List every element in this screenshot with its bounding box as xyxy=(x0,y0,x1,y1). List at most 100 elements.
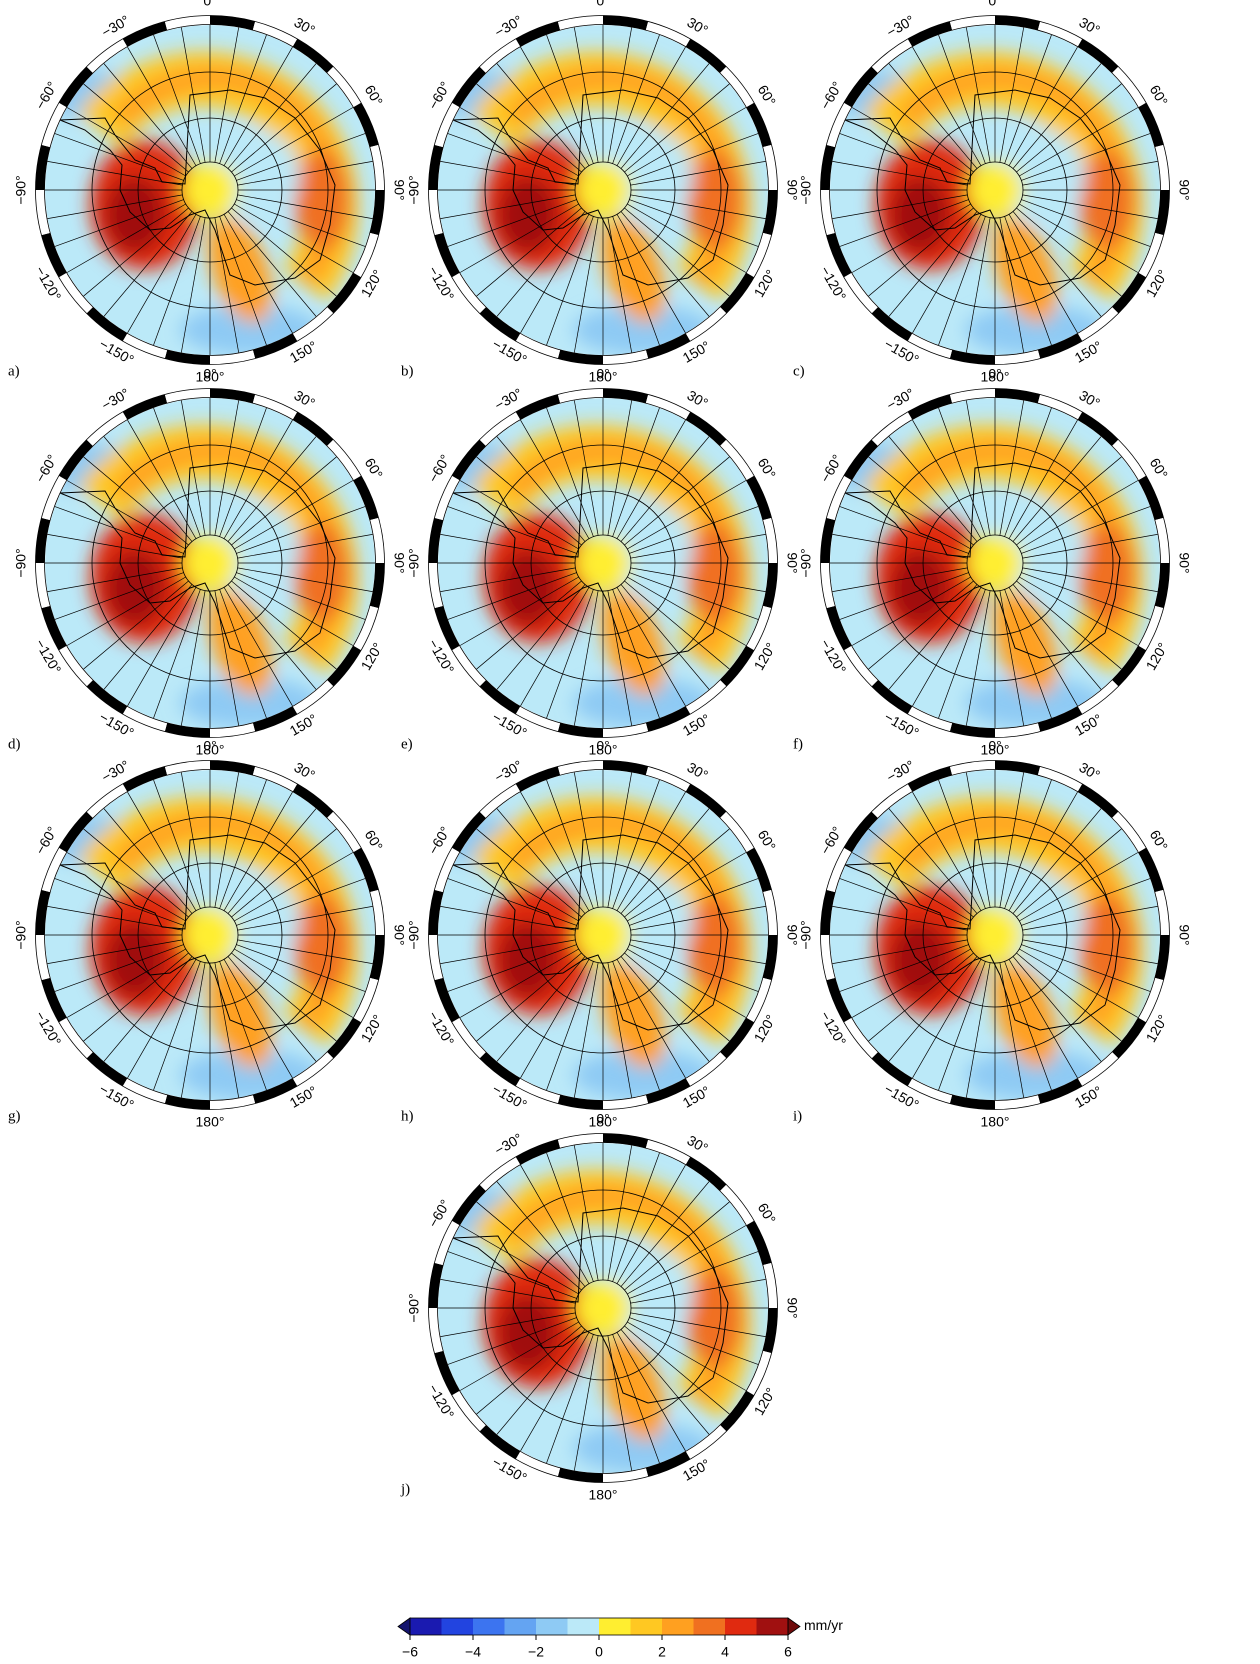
meridian xyxy=(630,534,766,559)
frame-segment xyxy=(820,144,836,191)
frame-segment xyxy=(434,605,460,651)
meridian xyxy=(574,590,599,726)
frame-segment xyxy=(949,349,996,365)
frame-segment xyxy=(1037,1078,1083,1104)
frame-segment xyxy=(820,189,836,236)
meridian xyxy=(624,83,730,173)
uplift-tongue xyxy=(207,962,273,1068)
meridian xyxy=(459,1321,579,1391)
meridian xyxy=(219,34,267,164)
meridian xyxy=(999,27,1024,163)
parallel xyxy=(966,906,1024,964)
frame-segment xyxy=(252,333,298,359)
colorbar-tick-label: −4 xyxy=(465,1644,481,1660)
uplift-west-core xyxy=(890,550,950,626)
meridian xyxy=(912,46,982,166)
frame-segment xyxy=(557,760,604,776)
meridian xyxy=(620,1181,710,1287)
meridian xyxy=(1016,828,1122,918)
frame-segment xyxy=(428,144,444,191)
colorbar-bin xyxy=(536,1618,568,1635)
meridian xyxy=(459,576,579,646)
meridian xyxy=(629,944,759,992)
meridian xyxy=(888,808,978,914)
frame-segment xyxy=(746,1220,772,1266)
parallel xyxy=(484,71,722,309)
frame-segment xyxy=(949,15,996,31)
meridian xyxy=(839,199,969,247)
frame-segment xyxy=(292,38,334,74)
lon-label: 90° xyxy=(1176,924,1192,945)
meridian xyxy=(612,779,660,909)
meridian xyxy=(627,852,747,922)
frame-segment xyxy=(292,1051,334,1087)
meridian xyxy=(127,214,197,334)
frame-segment xyxy=(434,1350,460,1396)
frame-segment xyxy=(86,679,128,715)
meridian xyxy=(1022,534,1158,559)
uplift-west-core xyxy=(498,177,558,253)
meridian xyxy=(1008,214,1078,334)
uplift-right xyxy=(294,523,350,623)
frame xyxy=(428,1133,778,1483)
frame-segment xyxy=(41,847,67,893)
meridian xyxy=(1004,407,1052,537)
frame-segment xyxy=(826,605,852,651)
colorbar-bin xyxy=(567,1618,600,1635)
frame-segment xyxy=(515,1078,561,1104)
meridian xyxy=(607,772,632,908)
frame-segment xyxy=(369,144,385,191)
meridian xyxy=(231,207,337,297)
frame-segment xyxy=(1154,562,1170,609)
meridian xyxy=(66,203,186,273)
frame-segment xyxy=(746,605,772,651)
frame-segment xyxy=(826,232,852,278)
meridian xyxy=(1016,952,1122,1042)
uplift-right xyxy=(1079,895,1135,995)
meridian xyxy=(624,456,730,546)
frame-segment xyxy=(1138,102,1164,148)
meridian xyxy=(1019,948,1139,1018)
frame-segment xyxy=(434,977,460,1023)
meridian xyxy=(153,407,201,537)
colorbar-bin xyxy=(473,1618,505,1635)
meridian xyxy=(938,407,986,537)
lon-label: 0° xyxy=(203,738,216,754)
meridian xyxy=(496,584,586,690)
frame-segment xyxy=(949,722,996,738)
panel-label: h) xyxy=(401,1108,414,1124)
uplift-right xyxy=(294,895,350,995)
frame-segment xyxy=(326,645,362,687)
frame-segment xyxy=(515,1451,561,1477)
uplift-tongue xyxy=(992,590,1058,696)
meridian xyxy=(839,506,969,554)
frame-segment xyxy=(1077,38,1119,74)
meridian xyxy=(546,1152,594,1282)
frame-segment xyxy=(326,811,362,853)
frame xyxy=(44,397,376,729)
frame-segment xyxy=(557,349,604,365)
meridian xyxy=(616,587,686,707)
meridian xyxy=(227,584,317,690)
meridian xyxy=(234,576,354,646)
meridian xyxy=(629,572,759,620)
coastline xyxy=(59,462,336,659)
frame-segment xyxy=(209,349,256,365)
frame-segment xyxy=(326,66,362,108)
frame-segment xyxy=(369,934,385,981)
meridian xyxy=(476,1325,582,1415)
frame-segment xyxy=(645,766,691,792)
frame-segment xyxy=(209,760,256,776)
frame-segment xyxy=(434,1220,460,1266)
meridian xyxy=(66,948,186,1018)
meridian xyxy=(868,207,974,297)
meridian xyxy=(223,959,293,1079)
meridian xyxy=(54,944,184,992)
frame xyxy=(820,15,1170,365)
frame-segment xyxy=(557,15,604,31)
lon-label: 90° xyxy=(391,552,407,573)
meridian xyxy=(607,400,632,536)
lon-label: −90° xyxy=(798,548,814,577)
meridian xyxy=(440,1279,576,1304)
meridian xyxy=(127,791,197,911)
